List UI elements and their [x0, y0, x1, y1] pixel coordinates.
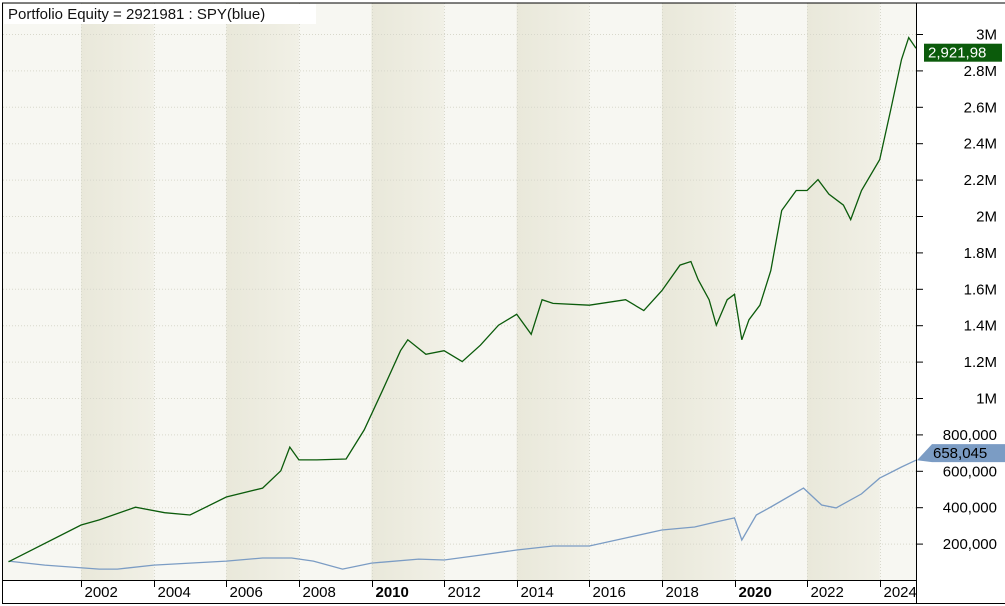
y-tick-label: 3M — [976, 27, 997, 44]
y-tick-label: 1.2M — [964, 354, 997, 371]
year-band — [661, 3, 735, 580]
y-tick-label: 600,000 — [943, 463, 997, 480]
chart-title: Portfolio Equity = 2921981 : SPY(blue) — [8, 6, 265, 23]
x-tick-label: 2012 — [448, 584, 481, 601]
y-tick-label: 2.6M — [964, 99, 997, 116]
y-tick-label: 1.4M — [964, 318, 997, 335]
y-tick-label: 2.2M — [964, 172, 997, 189]
x-axis: 2002 2004 2006 2008 2010 2012 2014 2016 2018 2020… — [81, 581, 917, 601]
x-tick-label: 2024 — [884, 584, 917, 601]
y-tick-label: 2M — [976, 209, 997, 226]
y-tick-label: 800,000 — [943, 427, 997, 444]
equity-value-marker — [924, 43, 1002, 62]
x-tick-label: 2014 — [521, 584, 554, 601]
year-band — [226, 3, 299, 580]
y-tick-label: 1M — [976, 391, 997, 408]
gridlines — [3, 3, 916, 580]
x-tick-label: 2022 — [811, 584, 844, 601]
equity-value-label: 2,921,98 — [928, 45, 986, 62]
spy-value-marker — [917, 444, 1005, 463]
year-band — [516, 3, 590, 580]
year-bands — [81, 3, 880, 580]
x-tick-label: 2004 — [158, 584, 191, 601]
y-tick-label: 1.8M — [964, 245, 997, 262]
year-band — [807, 3, 880, 580]
series-lines — [8, 36, 917, 570]
x-tick-label: 2010 — [376, 584, 409, 601]
y-tick-label: 200,000 — [943, 536, 997, 553]
spy-value-label: 658,045 — [933, 445, 987, 462]
x-tick-label: 2020 — [739, 584, 772, 601]
x-tick-label: 2006 — [230, 584, 263, 601]
y-tick-label: 2.4M — [964, 136, 997, 153]
x-tick-label: 2016 — [593, 584, 626, 601]
y-tick-label: 1.6M — [964, 281, 997, 298]
y-tick-label: 2.8M — [964, 63, 997, 80]
series-line-spy — [8, 459, 917, 570]
x-tick-label: 2018 — [666, 584, 699, 601]
year-band — [81, 3, 154, 580]
y-axis: 200,000 400,000 600,000 800,000 1M 1.2M 1.4M 1.… — [917, 27, 997, 553]
y-tick-label: 400,000 — [943, 500, 997, 517]
last-value-markers: 2,921,98 658,045 — [917, 43, 1005, 463]
year-band — [371, 3, 445, 580]
x-tick-label: 2002 — [85, 584, 118, 601]
title-box — [4, 4, 316, 24]
x-tick-label: 2008 — [303, 584, 336, 601]
series-line-portfolio-equity — [8, 36, 917, 563]
